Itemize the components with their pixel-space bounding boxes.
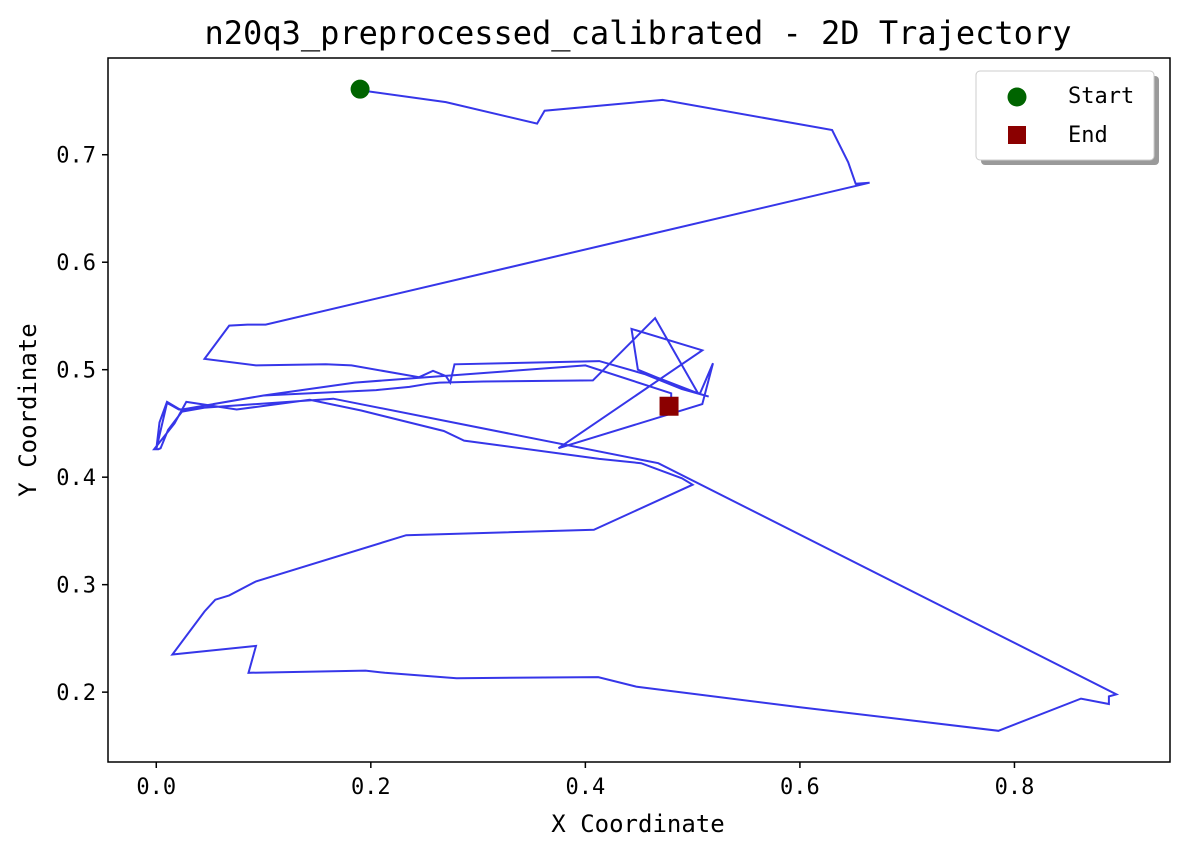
- legend-end-label: End: [1068, 123, 1108, 148]
- start-marker: [350, 79, 370, 99]
- x-tick-label: 0.2: [351, 775, 391, 800]
- x-tick-label: 0.0: [136, 775, 176, 800]
- x-tick-label: 0.6: [780, 775, 820, 800]
- y-tick-label: 0.4: [56, 466, 96, 491]
- x-tick-label: 0.8: [995, 775, 1035, 800]
- y-tick-label: 0.6: [56, 251, 96, 276]
- chart-title: n20q3_preprocessed_calibrated - 2D Traje…: [205, 14, 1072, 52]
- y-axis: 0.2 0.3 0.4 0.5 0.6 0.7: [56, 144, 108, 706]
- x-tick-label: 0.4: [565, 775, 605, 800]
- plot-area: [152, 79, 1120, 732]
- legend-end-marker: [1008, 126, 1026, 144]
- end-marker: [659, 396, 679, 416]
- legend: Start End: [975, 70, 1159, 165]
- legend-start-label: Start: [1068, 84, 1134, 109]
- y-tick-label: 0.7: [56, 144, 96, 169]
- plot-frame: [107, 57, 1171, 763]
- y-tick-label: 0.2: [56, 681, 96, 706]
- y-tick-label: 0.3: [56, 574, 96, 599]
- y-tick-label: 0.5: [56, 359, 96, 384]
- legend-start-marker: [1007, 87, 1027, 107]
- y-axis-label: Y Coordinate: [14, 323, 42, 496]
- trajectory-line: [152, 89, 1120, 732]
- x-axis-label: X Coordinate: [551, 810, 724, 838]
- x-axis: 0.0 0.2 0.4 0.6 0.8: [136, 762, 1034, 800]
